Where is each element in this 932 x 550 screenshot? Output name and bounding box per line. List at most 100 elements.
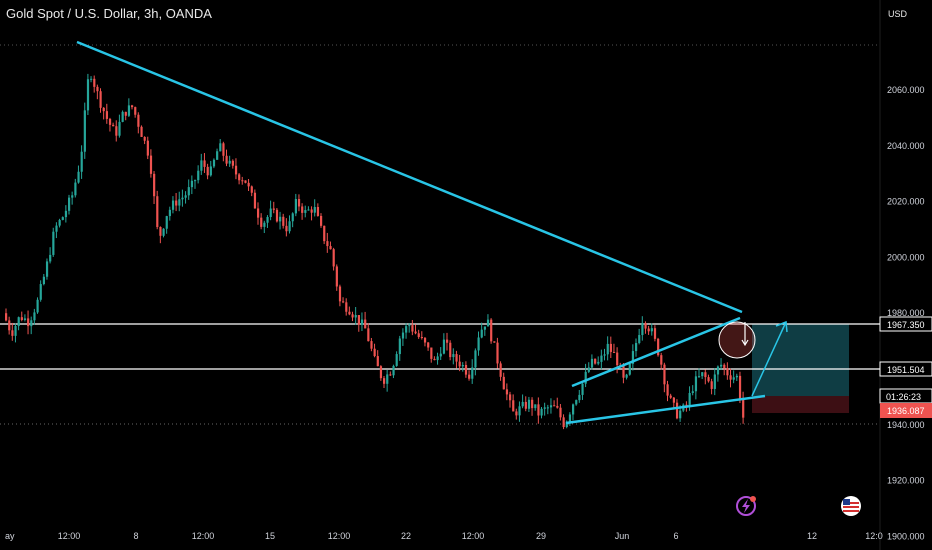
bearish-candle [726,368,729,376]
bearish-candle [509,394,512,401]
last-price-tag [880,403,932,418]
bearish-candle [297,199,301,207]
bullish-candle [713,374,716,389]
bullish-candle [219,143,222,152]
bearish-candle [562,417,565,428]
bearish-candle [253,192,257,209]
bearish-candle [420,336,423,338]
bullish-candle [30,320,33,327]
bearish-candle [707,377,710,382]
bullish-candle [279,216,282,222]
bearish-candle [342,301,345,303]
bearish-candle [622,365,625,378]
bullish-candle [86,79,90,111]
bearish-candle [430,347,433,359]
bullish-candle [33,312,36,321]
bearish-candle [531,399,534,409]
bullish-candle [546,407,549,409]
bullish-candle [578,394,581,401]
bearish-candle [524,401,527,409]
projection-arrow[interactable] [751,321,787,397]
bullish-candle [638,335,641,344]
bearish-candle [464,365,468,375]
price-axis[interactable]: 2060.000 2040.000 2020.000 2000.000 1980.000… [887,85,925,541]
bullish-candle [398,338,401,355]
bearish-candle [206,166,209,176]
bullish-candle [477,337,480,351]
bullish-candle [698,376,701,378]
bearish-candle [493,341,496,343]
lightning-icon[interactable] [736,496,756,516]
bullish-candle [549,405,553,408]
bearish-candle [723,364,726,369]
bullish-candle [263,222,266,227]
bullish-candle [228,160,231,164]
bullish-candle [650,328,653,332]
bearish-candle [559,407,562,418]
bearish-candle [320,215,323,226]
lower-trendline[interactable] [565,394,766,425]
rising-channel-line[interactable] [571,316,741,388]
bullish-candle [61,217,64,220]
bearish-candle [238,174,241,181]
bullish-candle [171,200,175,210]
bullish-candle [691,391,694,393]
bearish-candle [335,266,338,287]
bearish-candle [672,397,675,403]
bearish-candle [250,186,253,193]
bullish-candle [395,354,398,366]
resistance-price-text: 1967.350 [887,320,925,330]
y-tick-label: 1900.000 [887,531,925,541]
bullish-candle [534,404,537,409]
bullish-candle [701,372,704,377]
bullish-candle [162,228,165,236]
bearish-candle [93,78,96,87]
bearish-candle [175,200,178,206]
x-tick-label: 12:00 [328,531,351,541]
bullish-candle [194,180,197,182]
bearish-candle [137,114,140,127]
highlight-circle[interactable] [718,321,756,359]
bearish-candle [537,404,540,416]
bullish-candle [354,315,357,318]
stop-zone[interactable] [752,396,849,413]
time-axis[interactable]: ay 12:00 8 12:00 15 12:00 22 12:00 29 Jun 6 12 12:0 [5,531,883,541]
bearish-candle [156,196,159,227]
bullish-candle [527,399,531,409]
bullish-candle [212,159,216,167]
bearish-candle [282,216,285,226]
bearish-candle [231,160,234,166]
bullish-candle [42,276,45,285]
bullish-candle [266,217,269,223]
bearish-candle [657,338,660,356]
countdown-text: 01:26:23 [886,392,921,402]
bullish-candle [200,160,203,171]
bearish-candle [710,381,713,389]
bullish-candle [521,401,524,407]
bullish-candle [603,354,606,356]
x-tick-label: 22 [401,531,411,541]
bearish-candle [310,209,313,213]
bullish-candle [14,326,17,336]
bullish-candle [628,363,631,375]
bearish-candle [332,249,335,267]
bearish-candle [647,328,650,332]
descending-trendline[interactable] [76,40,743,314]
target-zone[interactable] [752,324,849,396]
bullish-candle [291,213,294,222]
us-flag-icon[interactable] [841,496,861,516]
bearish-candle [357,315,360,325]
x-tick-label: ay [5,531,15,541]
bearish-candle [323,225,326,242]
bullish-candle [568,414,572,422]
y-tick-label: 2000.000 [887,252,925,262]
y-tick-label: 1920.000 [887,476,925,486]
bullish-candle [631,351,635,364]
bullish-candle [55,225,58,232]
bullish-candle [543,407,546,409]
bullish-candle [720,364,723,367]
bullish-candle [64,210,68,218]
bullish-candle [313,207,316,213]
